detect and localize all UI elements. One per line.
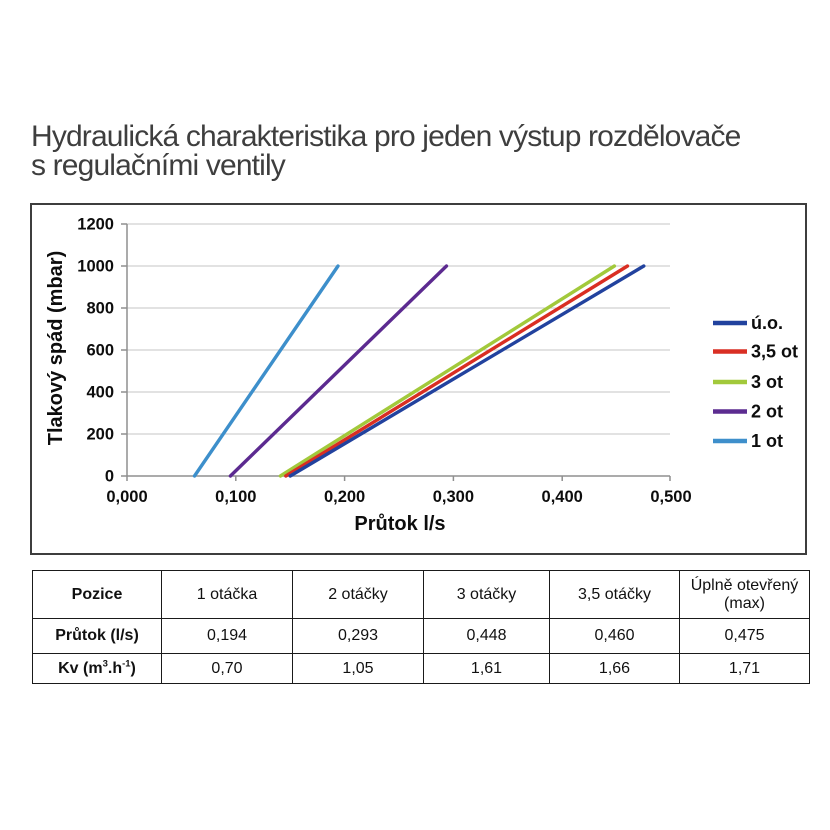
svg-text:0,200: 0,200 bbox=[324, 488, 365, 506]
svg-text:1000: 1000 bbox=[77, 258, 114, 276]
svg-text:600: 600 bbox=[86, 342, 114, 360]
svg-text:0,100: 0,100 bbox=[215, 488, 256, 506]
svg-text:0,500: 0,500 bbox=[650, 488, 691, 506]
svg-text:200: 200 bbox=[86, 426, 114, 444]
svg-text:3,5 ot: 3,5 ot bbox=[751, 342, 798, 362]
svg-text:Tlakový spád (mbar): Tlakový spád (mbar) bbox=[45, 251, 67, 446]
svg-text:2 ot: 2 ot bbox=[751, 402, 783, 422]
svg-text:0,400: 0,400 bbox=[542, 488, 583, 506]
svg-text:800: 800 bbox=[86, 300, 114, 318]
svg-text:Průtok l/s: Průtok l/s bbox=[354, 513, 445, 535]
svg-text:3 ot: 3 ot bbox=[751, 372, 783, 392]
svg-text:400: 400 bbox=[86, 384, 114, 402]
svg-text:0,000: 0,000 bbox=[106, 488, 147, 506]
svg-text:1 ot: 1 ot bbox=[751, 431, 783, 451]
svg-text:0,300: 0,300 bbox=[433, 488, 474, 506]
svg-text:0: 0 bbox=[105, 468, 114, 486]
svg-text:ú.o.: ú.o. bbox=[751, 313, 783, 333]
svg-text:1200: 1200 bbox=[77, 216, 114, 234]
